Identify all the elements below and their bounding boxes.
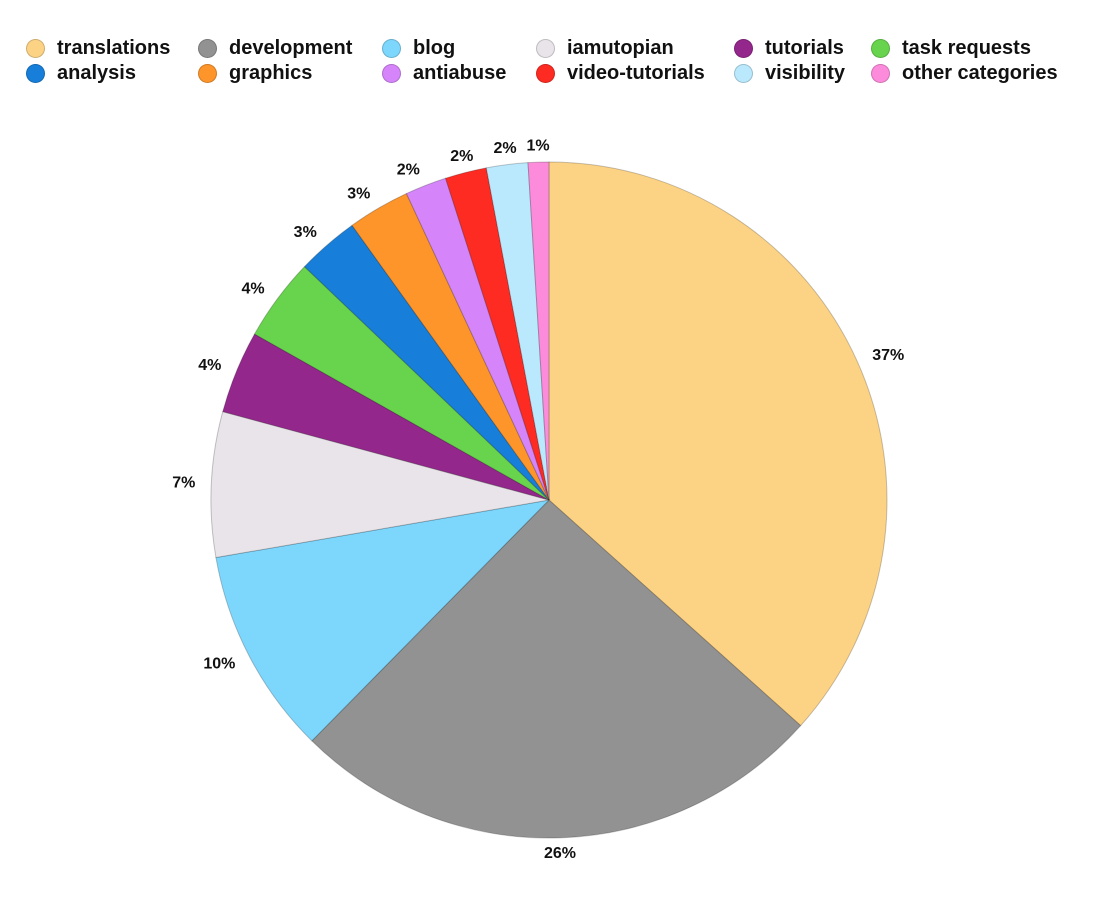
legend-swatch: [198, 38, 217, 58]
legend-item[interactable]: translations: [26, 36, 170, 60]
legend-item[interactable]: blog: [382, 36, 455, 60]
legend-item[interactable]: development: [198, 36, 352, 60]
legend-item[interactable]: task requests: [871, 36, 1031, 60]
pie-slice[interactable]: [222, 333, 550, 501]
pie-slice[interactable]: [405, 177, 550, 501]
legend-item[interactable]: antiabuse: [382, 61, 506, 85]
pie-slice[interactable]: [311, 499, 802, 839]
slice-label: 10%: [203, 655, 235, 672]
legend-item[interactable]: other categories: [871, 61, 1058, 85]
legend-swatch: [382, 38, 401, 58]
pie-slice[interactable]: [215, 499, 551, 742]
legend-label: graphics: [229, 62, 313, 84]
slice-label: 2%: [450, 148, 473, 165]
legend-label: other categories: [902, 62, 1058, 84]
legend-item[interactable]: analysis: [26, 61, 136, 85]
legend-swatch: [734, 38, 753, 58]
slice-label: 3%: [347, 186, 370, 203]
legend-label: development: [229, 37, 353, 59]
slice-label: 3%: [294, 224, 317, 241]
pie-slice[interactable]: [485, 162, 550, 501]
slice-label: 4%: [198, 357, 221, 374]
legend-item[interactable]: graphics: [198, 61, 312, 85]
pie-slice[interactable]: [303, 224, 550, 501]
legend-label: iamutopian: [567, 37, 674, 59]
pie-slice[interactable]: [253, 265, 550, 501]
legend-swatch: [871, 63, 890, 83]
legend-label: analysis: [57, 62, 136, 84]
pie-slice[interactable]: [444, 167, 550, 501]
slice-label: 4%: [241, 281, 264, 298]
legend-item[interactable]: tutorials: [734, 36, 844, 60]
legend-label: blog: [413, 37, 456, 59]
pie-slice[interactable]: [548, 161, 888, 727]
legend-item[interactable]: visibility: [734, 61, 845, 85]
slice-label: 7%: [172, 475, 195, 492]
legend-item[interactable]: video-tutorials: [536, 61, 705, 85]
legend-label: visibility: [765, 62, 846, 84]
legend-swatch: [26, 63, 45, 83]
slice-label: 2%: [397, 162, 420, 179]
legend-label: antiabuse: [413, 62, 507, 84]
legend-swatch: [198, 63, 217, 83]
legend-swatch: [536, 63, 555, 83]
legend-swatch: [871, 38, 890, 58]
legend-swatch: [382, 63, 401, 83]
pie-slice[interactable]: [527, 161, 550, 501]
legend-label: tutorials: [765, 37, 844, 59]
legend-swatch: [734, 63, 753, 83]
slice-label: 37%: [872, 347, 904, 364]
slice-label: 26%: [544, 845, 576, 862]
legend-swatch: [536, 38, 555, 58]
pie-slice[interactable]: [210, 411, 550, 559]
slice-label: 1%: [526, 137, 549, 154]
legend-swatch: [26, 38, 45, 58]
legend-label: task requests: [902, 37, 1031, 59]
legend-label: translations: [57, 37, 171, 59]
legend-item[interactable]: iamutopian: [536, 36, 674, 60]
legend-label: video-tutorials: [567, 62, 705, 84]
pie-slice[interactable]: [351, 192, 550, 501]
chart-legend: translations analysis development graphics b…: [26, 34, 1106, 90]
slice-label: 2%: [494, 140, 517, 157]
